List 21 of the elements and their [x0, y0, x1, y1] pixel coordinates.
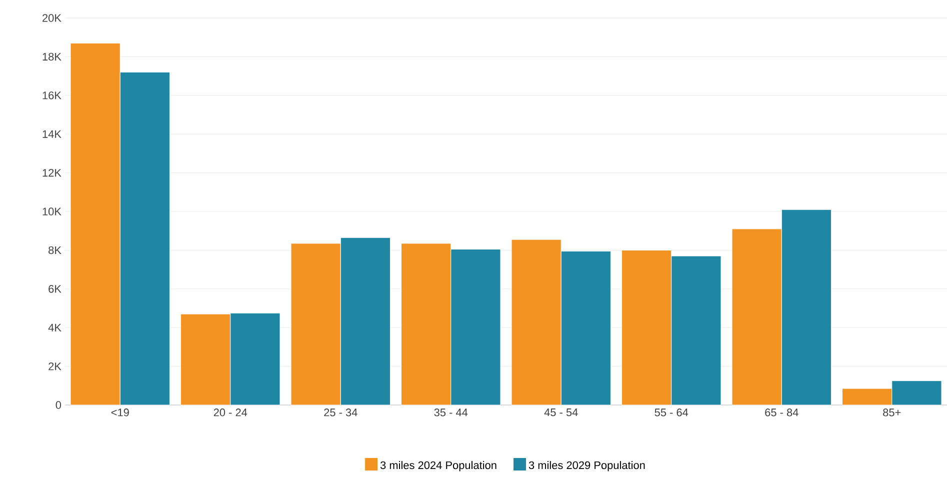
x-tick-label: 55 - 64 — [654, 408, 688, 416]
x-tick-label: <19 — [111, 408, 129, 416]
y-tick-label: 10K — [42, 208, 62, 216]
y-tick-label: 12K — [42, 168, 62, 177]
y-tick-label: 4K — [48, 324, 62, 332]
x-tick-label: 20 - 24 — [214, 408, 248, 416]
y-tick-label: 16K — [42, 92, 62, 100]
y-tick-label: 14K — [42, 130, 62, 138]
x-tick-label: 65 - 84 — [765, 408, 798, 416]
y-tick-label: 0 — [56, 401, 62, 409]
x-tick-label: 25 - 34 — [324, 408, 358, 416]
x-tick-label: 85+ — [883, 408, 901, 416]
y-tick-label: 6K — [48, 285, 62, 293]
y-tick-label: 20K — [42, 14, 62, 22]
legend-label: 3 miles 2024 Population — [380, 461, 496, 472]
y-tick-label: 8K — [48, 246, 62, 254]
x-tick-label: 45 - 54 — [544, 408, 578, 416]
y-tick-label: 2K — [48, 362, 62, 370]
y-tick-label: 18K — [42, 52, 62, 61]
x-tick-label: 35 - 44 — [434, 408, 468, 416]
legend-label: 3 miles 2029 Population — [528, 461, 645, 472]
